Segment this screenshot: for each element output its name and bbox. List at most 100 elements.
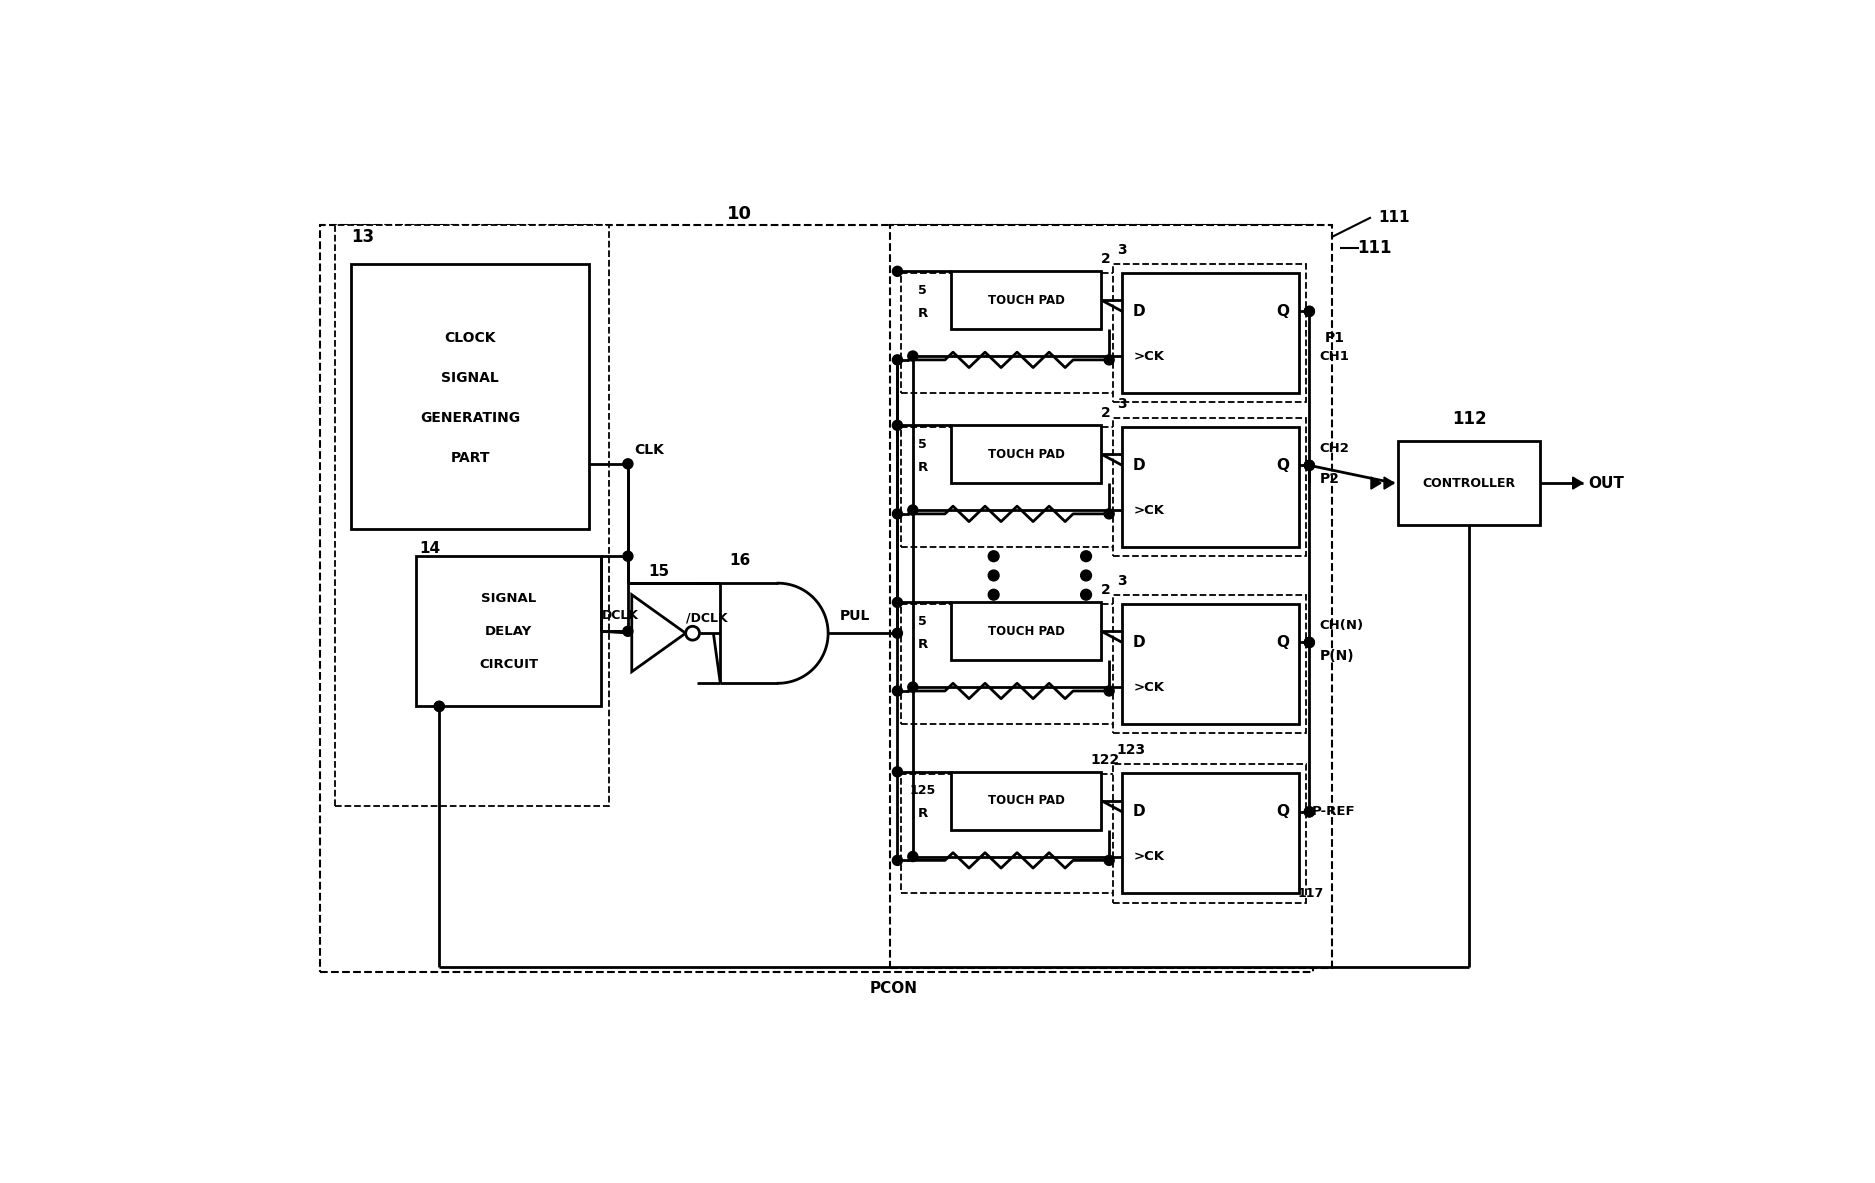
Text: 13: 13	[351, 227, 373, 246]
Text: 5: 5	[919, 284, 928, 297]
Text: CH1: CH1	[1320, 349, 1350, 362]
Bar	[336, 225, 609, 807]
Text: PCON: PCON	[870, 981, 917, 996]
Circle shape	[908, 351, 919, 361]
Text: D: D	[1132, 635, 1146, 649]
Bar	[902, 774, 1118, 893]
Text: >CK: >CK	[1134, 851, 1164, 864]
Text: 5: 5	[919, 438, 928, 451]
Text: 3: 3	[1118, 243, 1127, 257]
Bar	[1114, 595, 1305, 733]
Text: 122: 122	[1091, 752, 1119, 767]
Text: PART: PART	[450, 451, 489, 465]
Circle shape	[1104, 355, 1114, 364]
Circle shape	[892, 686, 902, 696]
Bar	[416, 556, 602, 706]
Text: >CK: >CK	[1134, 680, 1164, 693]
Text: D: D	[1132, 304, 1146, 319]
Circle shape	[1305, 807, 1314, 817]
Polygon shape	[1384, 477, 1395, 489]
Circle shape	[1104, 855, 1114, 866]
Bar	[902, 427, 1118, 547]
Circle shape	[1080, 589, 1091, 600]
Text: 2: 2	[1101, 583, 1110, 597]
Text: 123: 123	[1118, 743, 1146, 757]
Bar	[891, 225, 1333, 968]
Bar	[1123, 605, 1299, 724]
Polygon shape	[632, 595, 686, 672]
Text: 10: 10	[728, 205, 752, 222]
Text: R: R	[917, 461, 928, 473]
Text: SIGNAL: SIGNAL	[441, 370, 499, 384]
Text: P-REF: P-REF	[1312, 806, 1356, 819]
Text: CH2: CH2	[1320, 442, 1350, 455]
Circle shape	[1305, 306, 1314, 316]
Text: R: R	[917, 807, 928, 820]
Bar	[1114, 764, 1305, 903]
Circle shape	[1080, 570, 1091, 581]
Bar	[951, 771, 1101, 829]
Text: TOUCH PAD: TOUCH PAD	[988, 447, 1065, 460]
Circle shape	[892, 855, 902, 866]
Circle shape	[622, 551, 634, 561]
Text: TOUCH PAD: TOUCH PAD	[988, 293, 1065, 306]
Circle shape	[622, 459, 634, 468]
Bar	[1123, 774, 1299, 893]
Bar	[1123, 427, 1299, 547]
Text: 14: 14	[420, 541, 441, 556]
Text: D: D	[1132, 804, 1146, 820]
Text: 16: 16	[729, 552, 750, 568]
Text: PUL: PUL	[840, 609, 870, 623]
Circle shape	[908, 505, 919, 515]
Circle shape	[892, 420, 902, 431]
Text: Q: Q	[1275, 458, 1288, 473]
Circle shape	[1305, 460, 1314, 471]
Circle shape	[1305, 638, 1314, 647]
Text: D: D	[1132, 458, 1146, 473]
Bar	[902, 605, 1118, 724]
Circle shape	[892, 509, 902, 519]
Bar	[951, 271, 1101, 329]
Text: R: R	[917, 306, 928, 319]
Bar	[321, 225, 1312, 972]
Text: DCLK: DCLK	[602, 609, 639, 622]
Circle shape	[1305, 460, 1314, 471]
Text: >CK: >CK	[1134, 504, 1164, 517]
Circle shape	[892, 355, 902, 364]
Circle shape	[622, 626, 634, 636]
Circle shape	[686, 626, 699, 640]
Text: 5: 5	[919, 615, 928, 628]
Text: 3: 3	[1118, 396, 1127, 411]
Bar	[1114, 264, 1305, 402]
Text: OUT: OUT	[1588, 476, 1624, 491]
Circle shape	[1104, 686, 1114, 696]
Circle shape	[435, 702, 444, 711]
Circle shape	[1080, 551, 1091, 562]
Circle shape	[988, 570, 999, 581]
Circle shape	[908, 683, 919, 692]
Circle shape	[892, 767, 902, 777]
Text: 2: 2	[1101, 407, 1110, 420]
Circle shape	[892, 597, 902, 607]
Text: 117: 117	[1298, 887, 1324, 900]
Bar	[902, 273, 1118, 393]
Text: CLK: CLK	[634, 442, 664, 457]
Circle shape	[1104, 509, 1114, 519]
Circle shape	[1305, 638, 1314, 647]
Circle shape	[1305, 306, 1314, 316]
Text: P2: P2	[1320, 472, 1339, 486]
Text: Q: Q	[1275, 635, 1288, 649]
Text: Q: Q	[1275, 804, 1288, 820]
Bar	[1123, 273, 1299, 393]
Text: SIGNAL: SIGNAL	[480, 592, 536, 605]
Text: Q: Q	[1275, 304, 1288, 319]
Polygon shape	[1371, 477, 1382, 489]
Text: CIRCUIT: CIRCUIT	[478, 658, 538, 671]
Circle shape	[435, 702, 444, 711]
Text: 112: 112	[1451, 411, 1487, 428]
Text: 111: 111	[1378, 209, 1410, 225]
Text: DELAY: DELAY	[486, 625, 532, 638]
Text: /DCLK: /DCLK	[686, 612, 728, 625]
Bar	[351, 264, 589, 529]
Circle shape	[908, 852, 919, 861]
